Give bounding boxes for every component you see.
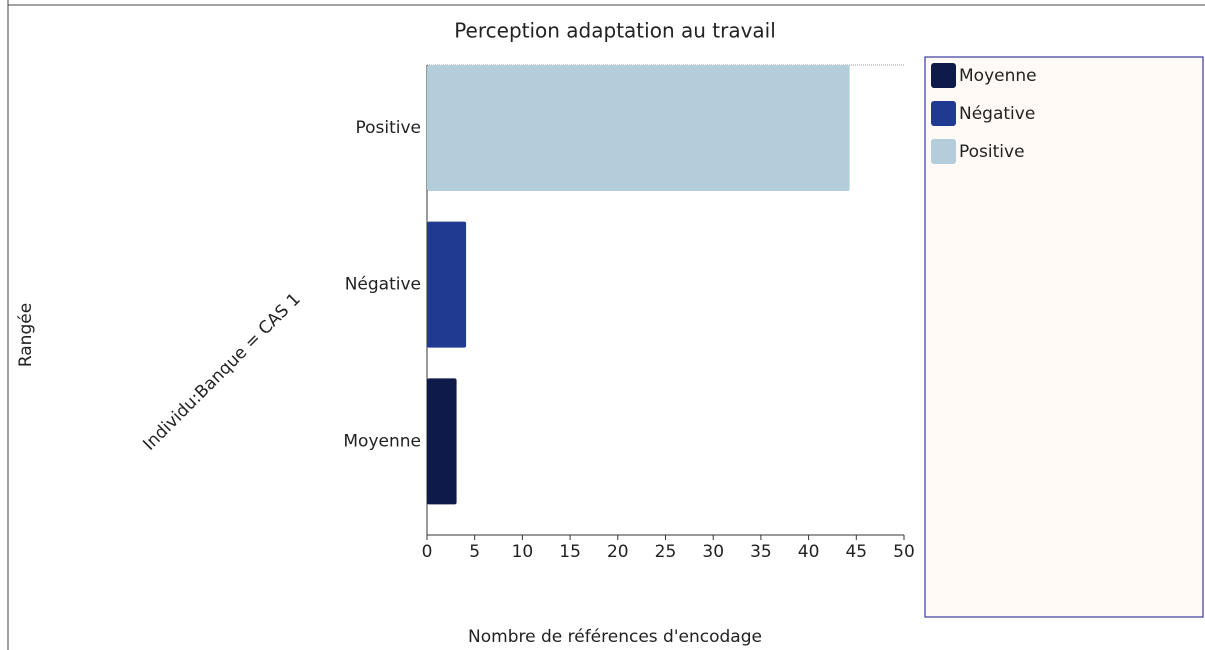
legend-swatch bbox=[931, 101, 956, 126]
x-tick-label: 30 bbox=[702, 542, 724, 562]
legend-label: Négative bbox=[959, 104, 1035, 124]
chart-title: Perception adaptation au travail bbox=[454, 19, 776, 43]
x-tick-label: 0 bbox=[422, 542, 433, 562]
x-tick-label: 5 bbox=[469, 542, 480, 562]
x-tick-label: 25 bbox=[655, 542, 677, 562]
bar bbox=[427, 65, 850, 191]
y-tick-label: Négative bbox=[345, 275, 421, 295]
y-tick-label: Positive bbox=[355, 118, 421, 138]
x-axis-label: Nombre de références d'encodage bbox=[468, 627, 762, 647]
x-tick-label: 20 bbox=[607, 542, 629, 562]
x-tick-label: 50 bbox=[893, 542, 915, 562]
legend-swatch bbox=[931, 63, 956, 88]
legend-box bbox=[924, 56, 1204, 618]
x-tick-label: 40 bbox=[798, 542, 820, 562]
x-tick-label: 15 bbox=[559, 542, 581, 562]
legend-label: Positive bbox=[959, 142, 1025, 162]
bar bbox=[427, 221, 467, 348]
x-tick-label: 35 bbox=[750, 542, 772, 562]
group-label: Individu:Banque = CAS 1 bbox=[139, 289, 304, 454]
y-axis-label: Rangée bbox=[16, 303, 36, 367]
legend-label: Moyenne bbox=[959, 66, 1037, 86]
bar bbox=[427, 378, 457, 505]
legend-swatch bbox=[931, 139, 956, 164]
x-tick-label: 10 bbox=[512, 542, 534, 562]
y-tick-label: Moyenne bbox=[343, 431, 421, 451]
x-tick-label: 45 bbox=[845, 542, 867, 562]
